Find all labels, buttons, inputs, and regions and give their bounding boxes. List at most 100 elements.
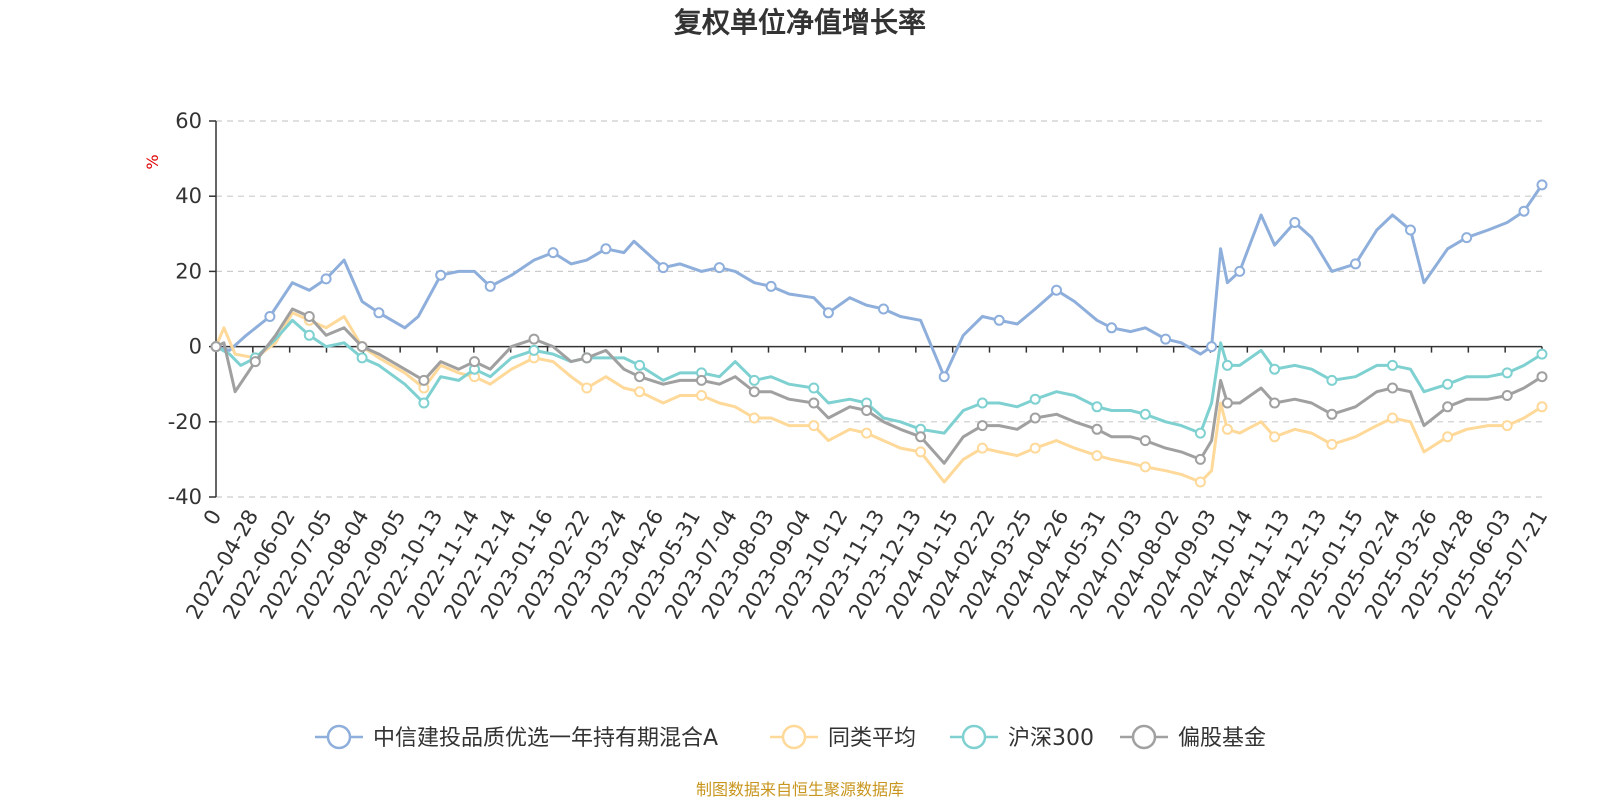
data-point[interactable] [1501,367,1513,379]
data-point[interactable] [418,397,430,409]
legend-item[interactable]: 偏股基金 [1120,724,1266,751]
data-point[interactable] [1518,205,1530,217]
data-point[interactable] [1029,442,1041,454]
data-point[interactable] [1501,390,1513,401]
data-point[interactable] [320,273,332,285]
data-point[interactable] [993,314,1005,326]
data-point[interactable] [1234,265,1246,277]
data-point[interactable] [1029,412,1041,424]
data-point[interactable] [938,371,950,383]
data-point[interactable] [1326,408,1338,420]
data-point[interactable] [1106,322,1118,334]
data-point[interactable] [484,280,496,292]
data-point[interactable] [1269,363,1281,375]
data-point[interactable] [1461,232,1473,244]
data-point[interactable] [808,382,820,394]
data-point[interactable] [634,386,646,398]
data-point[interactable] [1269,431,1281,443]
series-line[interactable] [215,318,1543,435]
data-point[interactable] [356,341,368,353]
data-point[interactable] [581,382,593,394]
data-point[interactable] [976,397,988,409]
data-point[interactable] [1194,476,1206,488]
data-point[interactable] [976,420,988,432]
data-point[interactable] [657,262,669,274]
data-point[interactable] [696,390,707,401]
data-point[interactable] [748,386,760,398]
data-point[interactable] [303,329,315,341]
data-point[interactable] [1536,401,1548,413]
legend-item[interactable]: 中信建投品质优选一年持有期混合A [315,724,718,751]
data-point[interactable] [915,446,927,458]
data-point[interactable] [264,311,276,322]
data-point[interactable] [435,269,447,281]
data-point[interactable] [713,262,725,274]
legend-item[interactable]: 同类平均 [770,724,916,751]
data-point[interactable] [1194,427,1206,439]
data-point[interactable] [1387,412,1398,424]
data-point[interactable] [861,405,873,416]
data-point[interactable] [808,420,820,432]
data-point[interactable] [469,356,480,368]
data-point[interactable] [1536,348,1548,360]
data-point[interactable] [303,311,315,322]
data-point[interactable] [1501,420,1513,432]
data-point[interactable] [822,307,834,319]
data-point[interactable] [1091,423,1103,435]
data-point[interactable] [1194,453,1206,465]
data-point[interactable] [581,352,593,364]
data-point[interactable] [1387,359,1398,371]
data-point[interactable] [861,427,873,439]
data-point[interactable] [1289,217,1301,228]
data-point[interactable] [1139,435,1151,447]
data-point[interactable] [1051,284,1062,296]
data-point[interactable] [1536,179,1548,191]
data-point[interactable] [1442,431,1454,443]
y-tick-label: 20 [175,259,202,283]
data-point[interactable] [373,307,385,319]
data-point[interactable] [1442,401,1454,413]
data-point[interactable] [1221,423,1233,435]
data-point[interactable] [696,374,707,386]
data-point[interactable] [1326,374,1338,386]
data-point[interactable] [356,352,368,364]
data-point[interactable] [528,333,540,345]
data-point[interactable] [1139,461,1151,473]
data-point[interactable] [600,243,612,255]
data-point[interactable] [765,280,777,292]
data-point[interactable] [1387,382,1398,394]
series-line[interactable] [215,307,1543,465]
data-point[interactable] [1221,359,1233,371]
data-point[interactable] [547,247,559,259]
data-point[interactable] [1536,371,1548,383]
data-point[interactable] [1350,258,1361,270]
data-point[interactable] [1269,397,1281,409]
data-point[interactable] [878,303,889,315]
data-point[interactable] [1326,438,1338,450]
data-point[interactable] [748,412,760,424]
data-point[interactable] [915,431,927,443]
legend-item[interactable]: 沪深300 [950,724,1094,751]
data-point[interactable] [210,341,222,353]
data-point[interactable] [748,374,760,386]
series-lines [210,179,1548,488]
data-point[interactable] [1160,333,1172,345]
data-point[interactable] [1029,393,1041,405]
series-group [210,179,1548,383]
data-point[interactable] [249,356,261,368]
data-point[interactable] [418,374,430,386]
data-point[interactable] [528,344,540,356]
data-point[interactable] [1139,408,1151,420]
data-point[interactable] [634,371,646,383]
data-point[interactable] [634,359,646,371]
data-point[interactable] [1442,378,1454,390]
data-point[interactable] [808,397,820,409]
legend[interactable]: 中信建投品质优选一年持有期混合A 同类平均 沪深300 偏股基金 [315,724,1266,751]
data-point[interactable] [1091,401,1103,413]
series-line[interactable] [214,311,1543,484]
data-point[interactable] [1221,397,1233,409]
data-point[interactable] [1091,450,1103,462]
data-point[interactable] [1405,224,1416,236]
data-point[interactable] [1206,341,1218,353]
data-point[interactable] [976,442,988,454]
